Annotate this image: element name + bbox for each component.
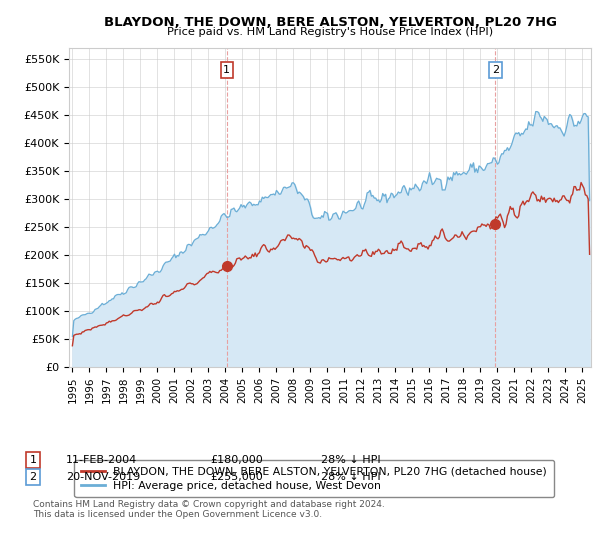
Text: 1: 1 — [29, 455, 37, 465]
Text: Contains HM Land Registry data © Crown copyright and database right 2024.
This d: Contains HM Land Registry data © Crown c… — [33, 500, 385, 519]
Text: 2: 2 — [29, 472, 37, 482]
Text: £255,000: £255,000 — [210, 472, 263, 482]
Text: 28% ↓ HPI: 28% ↓ HPI — [321, 472, 380, 482]
Text: 20-NOV-2019: 20-NOV-2019 — [66, 472, 140, 482]
Text: 2: 2 — [492, 65, 499, 75]
Text: 11-FEB-2004: 11-FEB-2004 — [66, 455, 137, 465]
Text: 1: 1 — [223, 65, 230, 75]
Text: 28% ↓ HPI: 28% ↓ HPI — [321, 455, 380, 465]
Text: BLAYDON, THE DOWN, BERE ALSTON, YELVERTON, PL20 7HG: BLAYDON, THE DOWN, BERE ALSTON, YELVERTO… — [104, 16, 557, 29]
Text: £180,000: £180,000 — [210, 455, 263, 465]
Text: Price paid vs. HM Land Registry's House Price Index (HPI): Price paid vs. HM Land Registry's House … — [167, 27, 493, 37]
Legend: BLAYDON, THE DOWN, BERE ALSTON, YELVERTON, PL20 7HG (detached house), HPI: Avera: BLAYDON, THE DOWN, BERE ALSTON, YELVERTO… — [74, 460, 554, 497]
